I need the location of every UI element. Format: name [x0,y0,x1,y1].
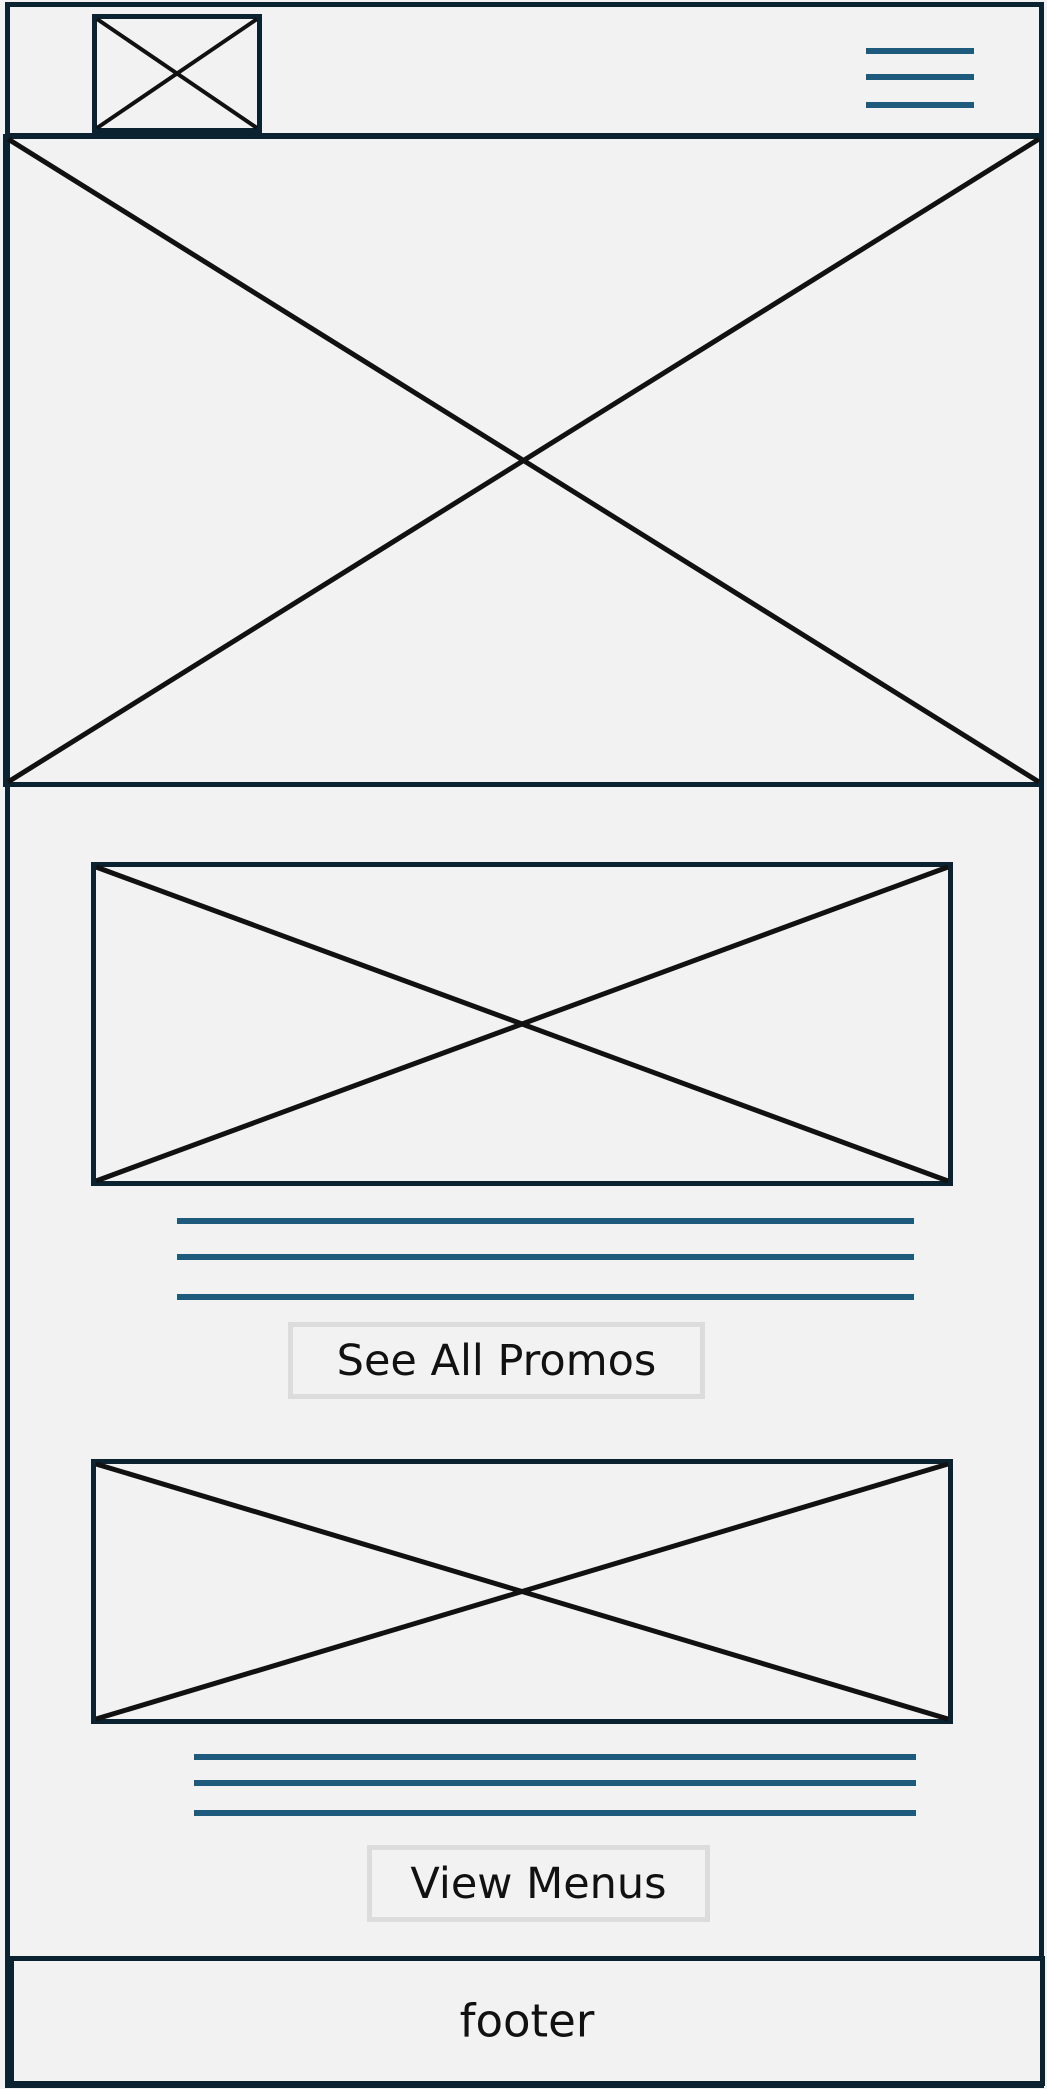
view-menus-button[interactable]: View Menus [367,1845,710,1922]
promo-text-line [177,1218,914,1224]
footer: footer [9,1956,1045,2086]
footer-label: footer [459,1994,595,2048]
menu-image-placeholder-icon [91,1459,953,1724]
hamburger-bar [866,48,974,54]
menu-text-line [194,1810,916,1816]
logo-placeholder-icon[interactable] [92,14,262,133]
hamburger-bar [866,102,974,108]
hamburger-menu-icon[interactable] [866,48,974,110]
menu-text-line [194,1754,916,1760]
menu-text-line [194,1780,916,1786]
promo-image-placeholder-icon [91,862,953,1186]
promo-text-line [177,1254,914,1260]
see-all-promos-button[interactable]: See All Promos [288,1322,705,1399]
hero-image-placeholder-icon [3,134,1044,787]
promo-text-line [177,1294,914,1300]
hamburger-bar [866,74,974,80]
